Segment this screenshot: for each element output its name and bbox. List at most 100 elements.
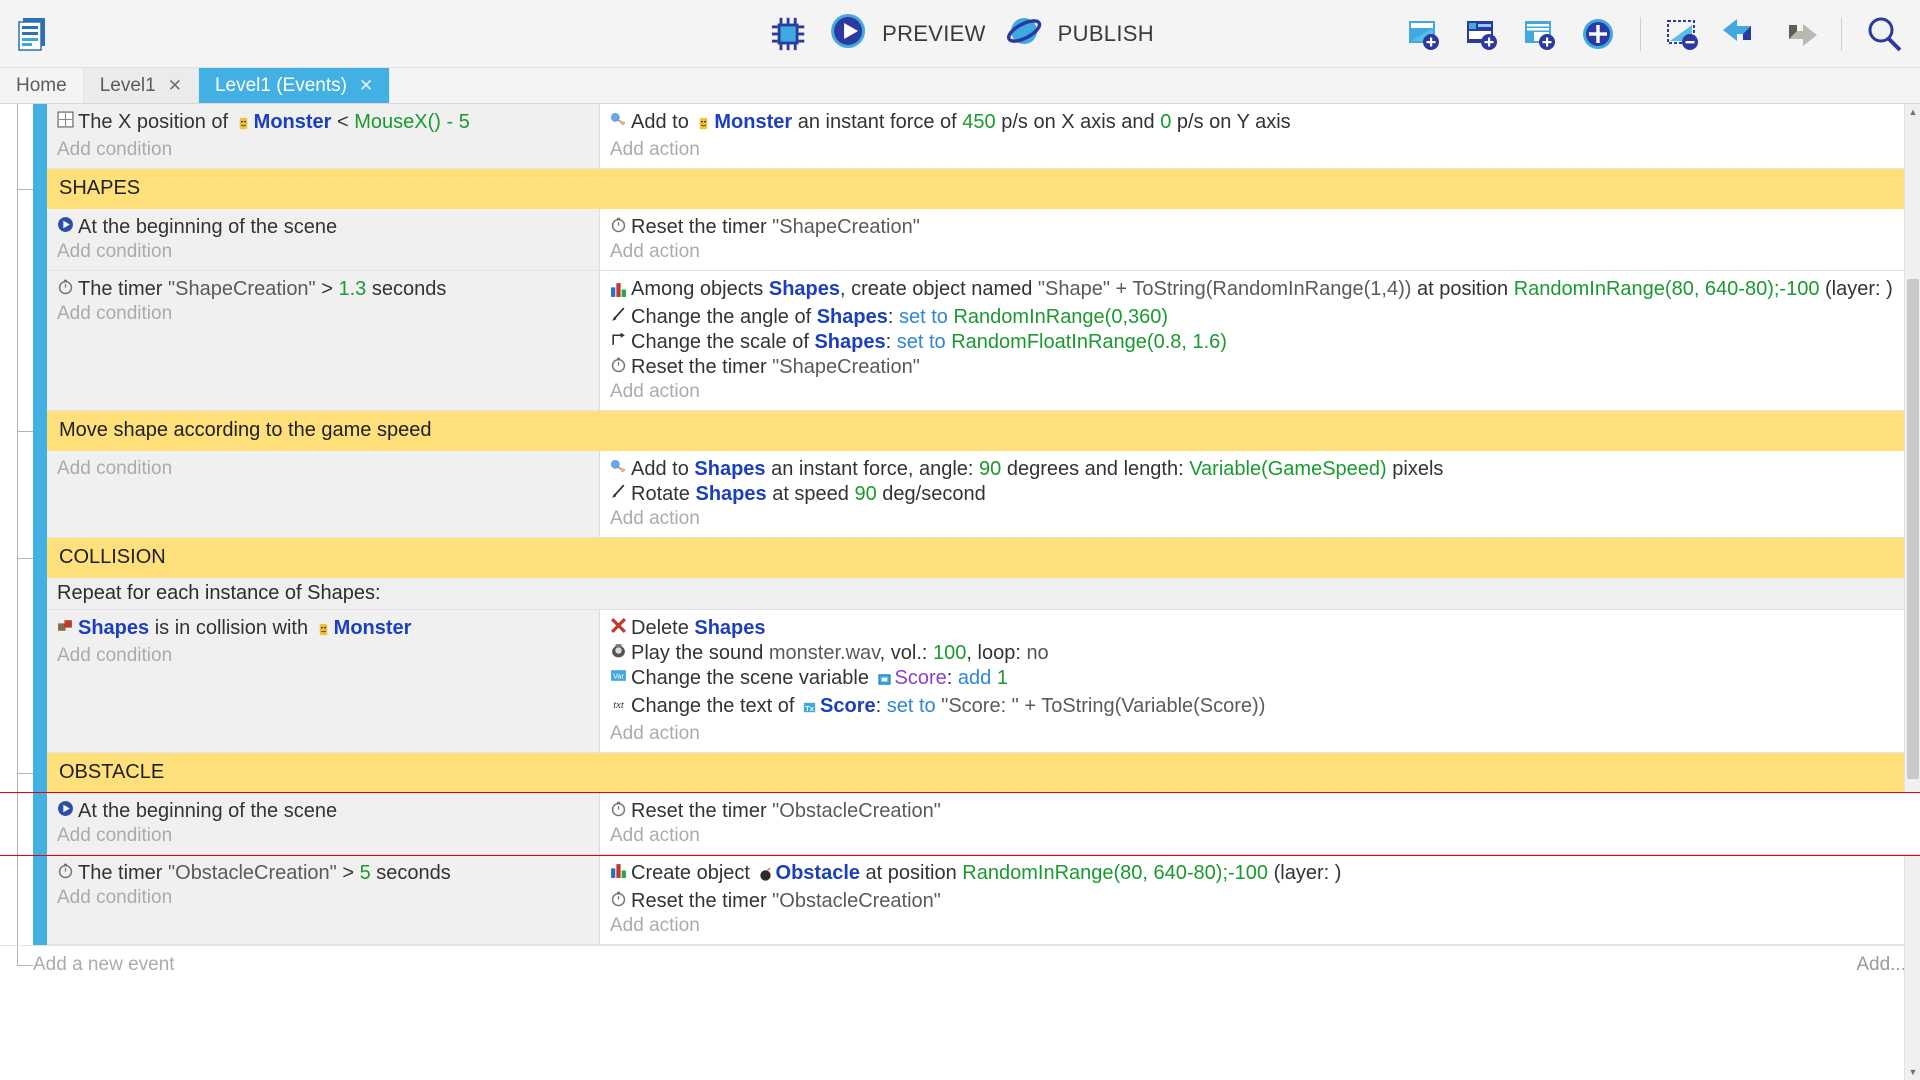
- conditions-column[interactable]: At the beginning of the scene Add conditi…: [47, 793, 600, 855]
- tab-level1[interactable]: Level1 ✕: [83, 68, 199, 103]
- action[interactable]: Rotate Shapes at speed 90 deg/second: [610, 482, 1910, 507]
- condition[interactable]: The X position of Monster < MouseX() - 5: [57, 110, 591, 138]
- actions-column[interactable]: Among objects Shapes, create object name…: [600, 271, 1920, 411]
- add-external-layout-icon[interactable]: [1460, 12, 1504, 56]
- condition[interactable]: At the beginning of the scene: [57, 215, 591, 240]
- conditions-column[interactable]: The X position of Monster < MouseX() - 5…: [47, 104, 600, 169]
- condition[interactable]: Shapes is in collision with Monster: [57, 616, 591, 644]
- preview-button[interactable]: PREVIEW: [828, 11, 986, 56]
- action[interactable]: Create object Obstacle at position Rando…: [610, 861, 1910, 889]
- add-condition-placeholder[interactable]: Add condition: [57, 139, 173, 160]
- event-handle[interactable]: [33, 855, 47, 945]
- add-condition-placeholder[interactable]: Add condition: [57, 458, 173, 479]
- events-sheet[interactable]: The X position of Monster < MouseX() - 5…: [0, 104, 1920, 1080]
- add-action-placeholder[interactable]: Add action: [610, 723, 700, 744]
- conditions-column[interactable]: At the beginning of the scene Add conditi…: [47, 209, 600, 271]
- action[interactable]: Var Change the scene variable Score: add …: [610, 666, 1910, 694]
- event-handle[interactable]: [33, 271, 47, 411]
- conditions-column[interactable]: The timer "ObstacleCreation" > 5 seconds…: [47, 855, 600, 945]
- add-condition-placeholder[interactable]: Add condition: [57, 887, 173, 908]
- tab-home[interactable]: Home: [0, 68, 84, 103]
- add-more-label[interactable]: Add...: [1856, 953, 1906, 975]
- action-text: Change the scale of Shapes: set to Rando…: [631, 331, 1227, 353]
- scroll-down-arrow[interactable]: ▼: [1908, 1067, 1918, 1077]
- conditions-column[interactable]: Shapes is in collision with Monster Add c…: [47, 610, 600, 753]
- event-handle[interactable]: [33, 578, 47, 610]
- remove-scene-icon[interactable]: [1661, 12, 1705, 56]
- event-handle[interactable]: [33, 209, 47, 271]
- event-shape-creation[interactable]: The timer "ShapeCreation" > 1.3 seconds A…: [0, 271, 1920, 411]
- add-scene-icon[interactable]: [1402, 12, 1446, 56]
- add-action-placeholder[interactable]: Add action: [610, 915, 700, 936]
- add-action-placeholder[interactable]: Add action: [610, 508, 700, 529]
- comment-move-shape[interactable]: Move shape according to the game speed: [0, 411, 1920, 451]
- action[interactable]: Add to Shapes an instant force, angle: 9…: [610, 457, 1910, 482]
- tree-gutter: [0, 451, 33, 538]
- action[interactable]: Change the angle of Shapes: set to Rando…: [610, 305, 1910, 330]
- comment-collision[interactable]: COLLISION: [0, 538, 1920, 578]
- condition[interactable]: The timer "ObstacleCreation" > 5 seconds: [57, 861, 591, 886]
- scrollbar-thumb[interactable]: [1907, 279, 1919, 779]
- event-handle[interactable]: [33, 610, 47, 753]
- event-obstacle-creation[interactable]: The timer "ObstacleCreation" > 5 seconds…: [0, 855, 1920, 945]
- action[interactable]: Reset the timer "ShapeCreation": [610, 355, 1910, 380]
- add-action-placeholder[interactable]: Add action: [610, 825, 700, 846]
- actions-column[interactable]: Delete Shapes Play the sound monster.wav,…: [600, 610, 1920, 753]
- close-icon[interactable]: ✕: [167, 75, 182, 95]
- action[interactable]: Reset the timer "ObstacleCreation": [610, 889, 1910, 914]
- chip-icon[interactable]: [766, 12, 810, 56]
- actions-column[interactable]: Create object Obstacle at position Rando…: [600, 855, 1920, 945]
- add-object-icon[interactable]: [1576, 12, 1620, 56]
- add-action-placeholder[interactable]: Add action: [610, 241, 700, 262]
- condition[interactable]: The timer "ShapeCreation" > 1.3 seconds: [57, 277, 591, 302]
- actions-column[interactable]: Add to Shapes an instant force, angle: 9…: [600, 451, 1920, 538]
- search-icon[interactable]: [1862, 12, 1906, 56]
- actions-column[interactable]: Reset the timer "ObstacleCreation" Add ac…: [600, 793, 1920, 855]
- action[interactable]: Play the sound monster.wav, vol.: 100, l…: [610, 641, 1910, 666]
- action[interactable]: Reset the timer "ObstacleCreation": [610, 799, 1910, 824]
- event-handle[interactable]: [33, 169, 47, 209]
- event-monster-follow-mouse[interactable]: The X position of Monster < MouseX() - 5…: [0, 104, 1920, 169]
- event-handle[interactable]: [33, 451, 47, 538]
- add-condition-placeholder[interactable]: Add condition: [57, 241, 173, 262]
- comment-shapes[interactable]: SHAPES: [0, 169, 1920, 209]
- action[interactable]: Reset the timer "ShapeCreation": [610, 215, 1910, 240]
- event-collision-shapes-monster[interactable]: Repeat for each instance of Shapes: Shape…: [0, 578, 1920, 753]
- event-handle[interactable]: [33, 753, 47, 793]
- comment-obstacle[interactable]: OBSTACLE: [0, 753, 1920, 793]
- toolbar-center-group: PREVIEW PUBLISH: [766, 11, 1154, 56]
- event-handle[interactable]: [33, 104, 47, 169]
- event-handle[interactable]: [33, 793, 47, 855]
- action[interactable]: Change the scale of Shapes: set to Rando…: [610, 330, 1910, 355]
- add-condition-placeholder[interactable]: Add condition: [57, 825, 173, 846]
- scroll-up-arrow[interactable]: ▲: [1908, 107, 1918, 117]
- add-new-event-row[interactable]: Add a new event Add...: [0, 945, 1920, 983]
- add-external-events-icon[interactable]: [1518, 12, 1562, 56]
- add-action-placeholder[interactable]: Add action: [610, 381, 700, 402]
- add-condition-placeholder[interactable]: Add condition: [57, 645, 173, 666]
- tab-level1-events[interactable]: Level1 (Events) ✕: [198, 68, 391, 103]
- actions-column[interactable]: Reset the timer "ShapeCreation" Add actio…: [600, 209, 1920, 271]
- action[interactable]: txt Change the text of Tx Score: set to "S…: [610, 694, 1910, 722]
- action[interactable]: Add to Monster an instant force of 450 p…: [610, 110, 1910, 138]
- event-handle[interactable]: [33, 411, 47, 451]
- actions-column[interactable]: Add to Monster an instant force of 450 p…: [600, 104, 1920, 169]
- conditions-column[interactable]: Add condition: [47, 451, 600, 538]
- app-logo[interactable]: [10, 10, 58, 58]
- event-handle[interactable]: [33, 538, 47, 578]
- undo-icon[interactable]: [1719, 12, 1763, 56]
- publish-button[interactable]: PUBLISH: [1004, 11, 1154, 56]
- condition[interactable]: At the beginning of the scene: [57, 799, 591, 824]
- event-shapes-timer-reset[interactable]: At the beginning of the scene Add conditi…: [0, 209, 1920, 271]
- close-icon[interactable]: ✕: [358, 75, 374, 95]
- event-move-shapes[interactable]: Add condition Add to Shapes an instant fo…: [0, 451, 1920, 538]
- add-condition-placeholder[interactable]: Add condition: [57, 303, 173, 324]
- action[interactable]: Delete Shapes: [610, 616, 1910, 641]
- vertical-scrollbar[interactable]: ▲ ▼: [1904, 104, 1920, 1080]
- action[interactable]: Among objects Shapes, create object name…: [610, 277, 1910, 305]
- event-obstacle-timer-reset[interactable]: At the beginning of the scene Add conditi…: [0, 792, 1920, 856]
- text-object-icon: Tx: [802, 697, 817, 722]
- redo-icon[interactable]: [1777, 12, 1821, 56]
- conditions-column[interactable]: The timer "ShapeCreation" > 1.3 seconds A…: [47, 271, 600, 411]
- add-action-placeholder[interactable]: Add action: [610, 139, 700, 160]
